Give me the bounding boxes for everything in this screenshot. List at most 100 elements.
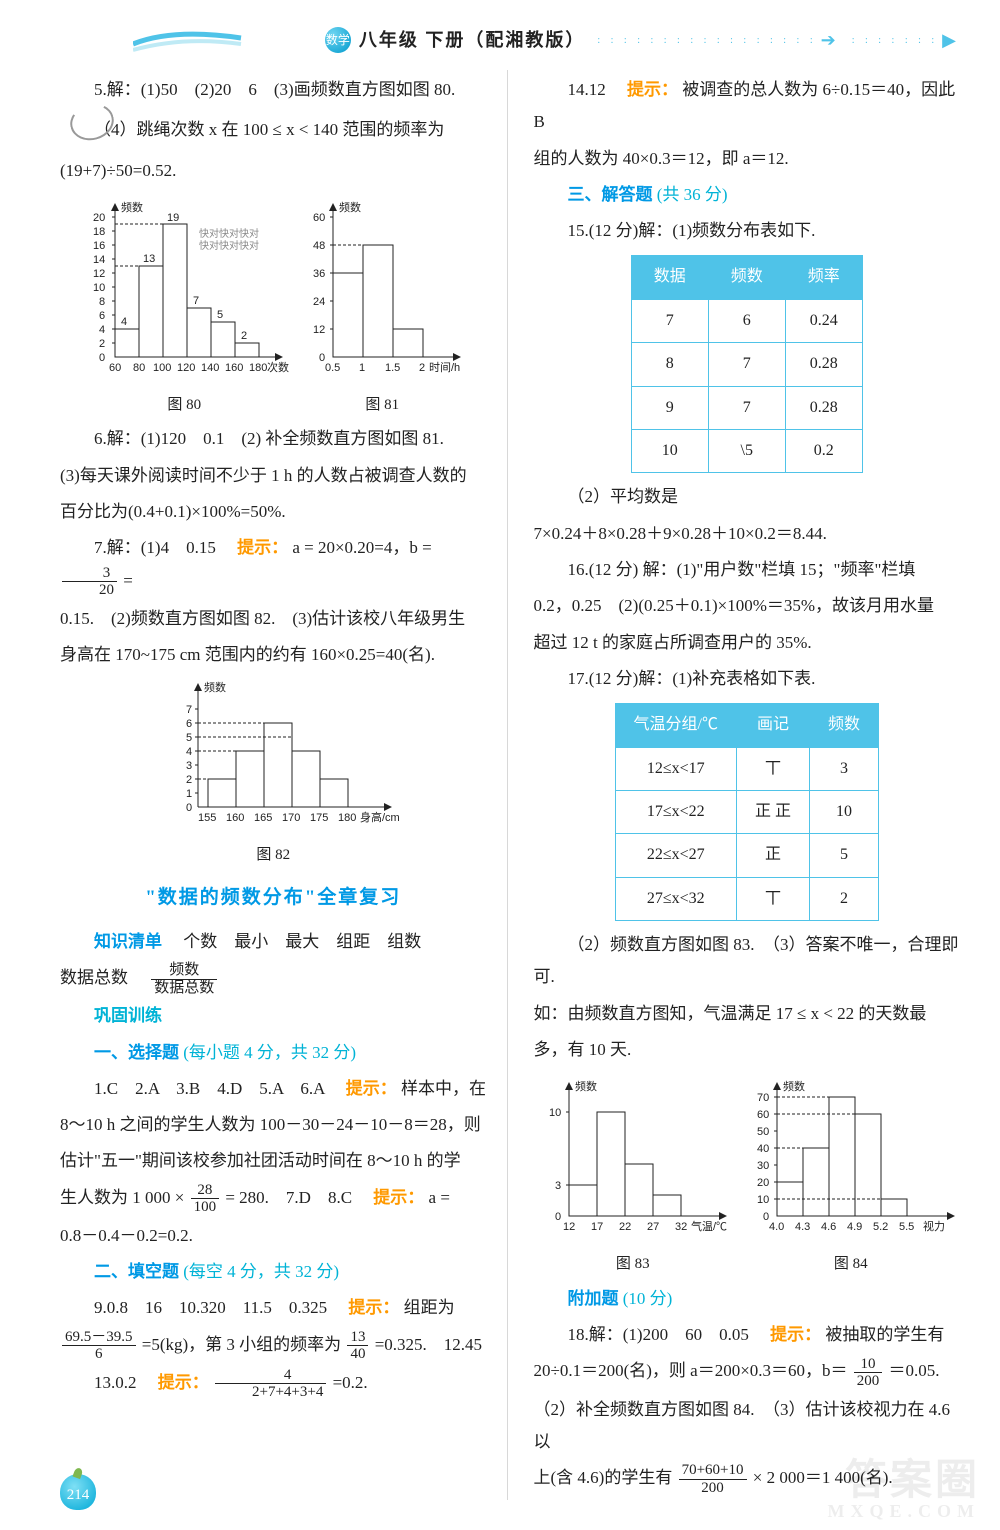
q15-line3: 7×0.24＋8×0.28＋9×0.28＋10×0.2＝8.44.: [534, 518, 961, 550]
q17-line3: 如：由频数直方图知，气温满足 17 ≤ x < 22 的天数最: [534, 998, 961, 1030]
td: 12≤x<17: [615, 747, 736, 790]
q5-line2: （4）跳绳次数 x 在 100 ≤ x < 140 范围的频率为: [60, 114, 444, 146]
page-header: 数学 八年级 下册（配湘教版） : : : : : : : : : : : : …: [60, 20, 960, 60]
svg-text:175: 175: [310, 812, 328, 824]
th: 气温分组/℃: [615, 704, 736, 747]
th: 画记: [736, 704, 809, 747]
svg-text:14: 14: [93, 254, 105, 266]
svg-text:4.9: 4.9: [847, 1221, 862, 1233]
s1-line4: 生人数为 1 000 × 28100 = 280. 7.D 8.C 提示： a …: [60, 1182, 487, 1216]
td: 0.24: [785, 299, 862, 342]
hint-label: 提示：: [346, 1079, 397, 1098]
svg-text:4: 4: [121, 316, 127, 328]
frac-num: 频数: [151, 962, 217, 980]
td: 0.2: [785, 430, 862, 473]
td: \5: [708, 430, 785, 473]
s2-line2: 69.5－39.56 =5(kg)，第 3 小组的频率为 1340 =0.325…: [60, 1329, 487, 1363]
left-column: 5.解：(1)50 (2)20 6 (3)画频数直方图如图 80. （4）跳绳次…: [60, 70, 508, 1500]
td: 5: [809, 834, 878, 877]
frequency-table-1: 数据 频数 频率 760.24 870.28 970.28 10\50.2: [631, 255, 863, 473]
frac-num: 10: [854, 1356, 883, 1374]
svg-text:13: 13: [143, 253, 155, 265]
table-row: 12≤x<17丅3: [615, 747, 878, 790]
frac-den: 数据总数: [151, 980, 217, 997]
q18-line1: 18.解：(1)200 60 0.05 提示： 被抽取的学生有: [534, 1319, 961, 1351]
th: 频数: [809, 704, 878, 747]
frac-num: 13: [347, 1329, 368, 1347]
frequency-table-2: 气温分组/℃ 画记 频数 12≤x<17丅3 17≤x<22正 正10 22≤x…: [615, 703, 879, 921]
td: 8: [631, 343, 708, 386]
q15-line1: 15.(12 分)解：(1)频数分布表如下.: [534, 215, 961, 247]
right-column: 14.12 提示： 被调查的总人数为 6÷0.15＝40，因此 B 组的人数为 …: [534, 70, 961, 1500]
td: 6: [708, 299, 785, 342]
svg-text:4.6: 4.6: [821, 1221, 836, 1233]
q16-line2: 0.2，0.25 (2)(0.25＋0.1)×100%＝35%，故该月用水量: [534, 590, 961, 622]
s2-line3-a: 13.0.2: [94, 1373, 154, 1392]
s1-ans-a: 1.C 2.A 3.B 4.D 5.A 6.A: [94, 1079, 341, 1098]
q16-line3: 超过 12 t 的家庭占所调查用户的 35%.: [534, 627, 961, 659]
td: 3: [809, 747, 878, 790]
svg-text:170: 170: [282, 812, 300, 824]
svg-text:60: 60: [313, 212, 325, 224]
th: 数据: [631, 256, 708, 299]
s2-label: 二、填空题: [94, 1262, 179, 1281]
hint-label: 提示：: [348, 1298, 399, 1317]
svg-text:24: 24: [313, 296, 325, 308]
q16-line1: 16.(12 分) 解：(1)"用户数"栏填 15；"频率"栏填: [534, 554, 961, 586]
section-3-heading: 三、解答题 (共 36 分): [534, 179, 961, 211]
svg-text:180: 180: [338, 812, 356, 824]
gxl-label: 巩固训练: [60, 1000, 487, 1032]
s2-line3-b: =0.2.: [333, 1373, 368, 1392]
svg-text:12: 12: [313, 324, 325, 336]
fig81-label: 图 81: [297, 391, 467, 420]
header-dots-2: : : : : : : :: [852, 31, 938, 50]
svg-text:0: 0: [555, 1211, 561, 1223]
svg-text:70: 70: [757, 1092, 769, 1104]
q7-line3: 身高在 170~175 cm 范围内的约有 160×0.25=40(名).: [60, 639, 487, 671]
knowledge-list-2: 数据总数 频数数据总数: [60, 962, 487, 996]
svg-text:3: 3: [186, 760, 192, 772]
zsqd-text: 个数 最小 最大 组距 组数: [166, 932, 421, 951]
q6-line3: 百分比为(0.4+0.1)×100%=50%.: [60, 496, 487, 528]
figure-83: 频数 0 3 10 12 17 22: [533, 1070, 733, 1279]
fjt-label: 附加题: [568, 1289, 619, 1308]
svg-text:60: 60: [757, 1109, 769, 1121]
watermark: 答案圈 MXQE.COM: [828, 1460, 980, 1520]
svg-text:视力: 视力: [923, 1219, 945, 1233]
q7-line1-b: a = 20×0.20=4，b =: [292, 538, 431, 557]
fig83-label: 图 83: [533, 1250, 733, 1279]
frac-den: 6: [62, 1346, 136, 1363]
q17-line2: （2）频数直方图如图 83. （3）答案不唯一，合理即可.: [534, 929, 961, 994]
svg-text:快对快对快对: 快对快对快对: [199, 239, 259, 252]
s2-note: (每空 4 分，共 32 分): [183, 1262, 339, 1281]
table-row: 22≤x<27正5: [615, 834, 878, 877]
svg-text:1.5: 1.5: [385, 362, 400, 374]
svg-text:5.5: 5.5: [899, 1221, 914, 1233]
q14-c: 组的人数为 40×0.3＝12，即 a＝12.: [534, 143, 961, 175]
header-arrow-icon: ➔: [821, 23, 836, 57]
th: 频数: [708, 256, 785, 299]
td: 9: [631, 386, 708, 429]
q5-line1: 5.解：(1)50 (2)20 6 (3)画频数直方图如图 80.: [60, 74, 487, 106]
figure-82: 频数 0 1 2 3 4 5 6 7: [60, 677, 487, 870]
svg-text:160: 160: [225, 362, 243, 374]
frac-den: 40: [347, 1346, 368, 1363]
s2-line2-b: =0.325. 12.45: [375, 1335, 482, 1354]
chapter-title: "数据的频数分布"全章复习: [60, 880, 487, 916]
frac-den: 200: [679, 1480, 747, 1497]
q18-a: 18.解：(1)200 60 0.05: [568, 1325, 766, 1344]
svg-text:7: 7: [186, 704, 192, 716]
svg-text:20: 20: [93, 212, 105, 224]
s1-ans-b: 样本中，在: [401, 1079, 486, 1098]
svg-text:快对快对快对: 快对快对快对: [199, 227, 259, 240]
svg-text:4: 4: [186, 746, 192, 758]
svg-text:5: 5: [186, 732, 192, 744]
section-2-heading: 二、填空题 (每空 4 分，共 32 分): [60, 1256, 487, 1288]
svg-text:80: 80: [133, 362, 145, 374]
hint-label: 提示：: [627, 80, 678, 99]
svg-text:2: 2: [99, 338, 105, 350]
frac-num: 28: [191, 1182, 220, 1200]
frac-num: 4: [215, 1367, 326, 1385]
td: 7: [708, 386, 785, 429]
svg-text:19: 19: [167, 212, 179, 224]
